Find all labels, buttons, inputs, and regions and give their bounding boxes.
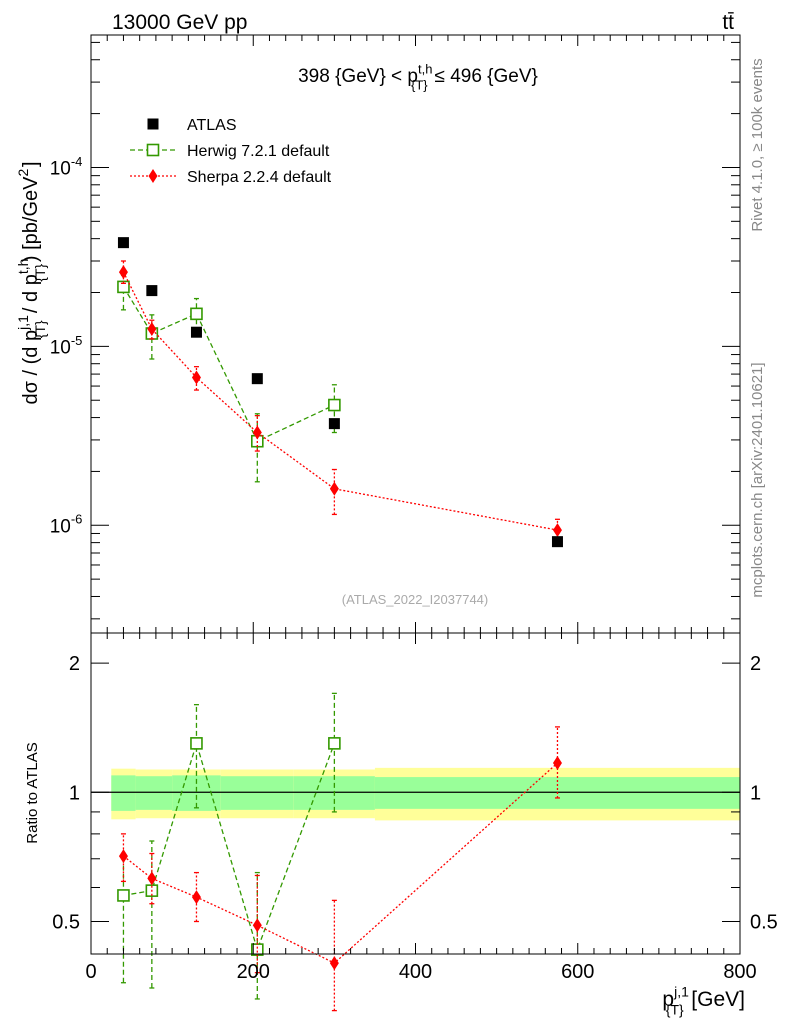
legend-label: ATLAS — [187, 117, 237, 134]
mcplots-label: mcplots.cern.ch [arXiv:2401.10621] — [749, 362, 766, 597]
data-point — [118, 265, 128, 280]
data-point — [329, 481, 339, 496]
y-tick-label: 2 — [69, 653, 80, 675]
legend-label: Sherpa 2.2.4 default — [187, 169, 332, 186]
data-point — [147, 322, 157, 337]
series-line — [122, 271, 558, 531]
ratio-axes: 0 200 400 600 800 0.5 0.5 1 1 2 2 — [52, 633, 778, 983]
series-line — [122, 286, 335, 443]
ratio-y-axis-label: Ratio to ATLAS — [24, 742, 41, 843]
process-label: tt̄ — [722, 11, 734, 34]
data-point — [552, 523, 562, 538]
y-tick-label-right: 0.5 — [750, 911, 778, 933]
y-tick-label: 10-6 — [50, 512, 84, 538]
x-tick-label: 800 — [723, 961, 756, 983]
legend-label: Herwig 7.2.1 default — [187, 143, 330, 160]
x-tick-label: 200 — [237, 961, 270, 983]
data-point — [328, 398, 341, 412]
data-point — [147, 871, 157, 886]
analysis-id-label: (ATLAS_2022_I2037744) — [342, 592, 488, 607]
main-plot-area — [117, 237, 563, 548]
legend: ATLAS Herwig 7.2.1 default Sherpa 2.2.4 de… — [130, 117, 332, 186]
data-point — [191, 890, 201, 905]
stat-uncertainty-band — [135, 776, 173, 810]
y-tick-label-right: 2 — [750, 653, 761, 675]
energy-label: 13000 GeV pp — [112, 11, 247, 34]
x-tick-label: 400 — [399, 961, 432, 983]
ratio-plot-area — [91, 692, 740, 1012]
main-axes: 10-6 10-5 10-4 — [50, 35, 741, 633]
stat-uncertainty-band — [111, 775, 136, 811]
x-axis-label: pj,1 {T} [GeV] — [662, 984, 745, 1018]
data-point — [252, 918, 262, 933]
y-tick-label-right: 1 — [750, 782, 761, 804]
y-tick-label: 1 — [69, 782, 80, 804]
data-point — [118, 849, 128, 864]
series-line — [123, 762, 558, 964]
data-point — [190, 737, 203, 750]
data-point — [328, 737, 341, 750]
data-point — [551, 536, 563, 548]
data-point — [191, 370, 201, 385]
x-tick-label: 600 — [561, 961, 594, 983]
data-point — [190, 307, 203, 321]
legend-marker — [147, 118, 159, 130]
x-tick-label: 0 — [85, 961, 96, 983]
series-line — [123, 741, 336, 952]
data-point — [328, 418, 340, 430]
rivet-version-label: Rivet 4.1.0, ≥ 100k events — [749, 58, 766, 231]
data-point — [117, 889, 130, 902]
data-point — [251, 373, 263, 385]
data-point — [146, 285, 158, 297]
stat-uncertainty-band — [220, 776, 294, 810]
y-tick-label: 10-4 — [50, 154, 84, 180]
y-tick-label: 0.5 — [52, 911, 80, 933]
main-panel: 10-6 10-5 10-4 398 {GeV} < pt,h {T} ≤ 496… — [15, 34, 741, 634]
legend-marker — [146, 143, 160, 157]
data-point — [190, 326, 202, 338]
legend-marker — [148, 169, 158, 183]
data-point — [252, 425, 262, 440]
ratio-panel: 0 200 400 600 800 0.5 0.5 1 1 2 2 Ratio to ATLAS p… — [24, 632, 778, 1018]
data-point — [117, 237, 129, 249]
data-point — [329, 956, 339, 971]
main-y-axis-label: dσ / (d pj,1{T} / d pt,h{T} ) [pb/GeV2 ] — [15, 161, 48, 404]
chart-title: 398 {GeV} < pt,h {T} ≤ 496 {GeV} — [298, 61, 538, 92]
data-point — [552, 756, 562, 771]
y-tick-label: 10-5 — [50, 333, 84, 359]
